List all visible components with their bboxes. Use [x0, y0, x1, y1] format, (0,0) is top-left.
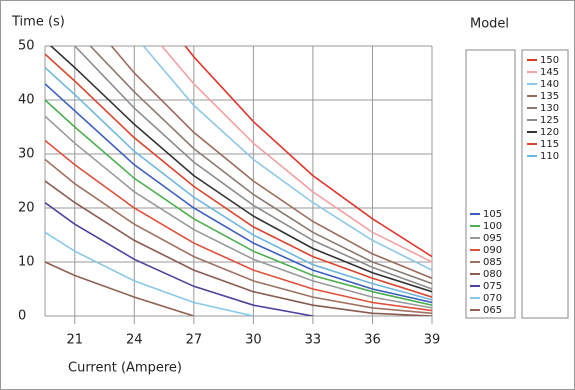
series-line	[45, 99, 432, 306]
series-line	[73, 46, 432, 290]
series-line	[49, 46, 432, 293]
legend-label: 080	[483, 269, 502, 280]
y-tick-label: 40	[18, 93, 35, 108]
series-line	[184, 46, 432, 258]
legend-label: 150	[540, 55, 559, 66]
series-line	[45, 139, 432, 312]
x-tick-label: 30	[245, 333, 262, 348]
y-tick-label: 10	[18, 255, 35, 270]
y-tick-label: 30	[18, 147, 35, 162]
series-line	[45, 53, 432, 298]
legend-title: Model	[470, 17, 509, 32]
x-tick-label: 36	[364, 333, 381, 348]
y-tick-label: 20	[18, 201, 35, 216]
legend-label: 065	[483, 305, 502, 316]
legend-label: 140	[540, 79, 559, 90]
legend-label: 120	[540, 127, 559, 138]
series-line	[45, 201, 314, 316]
series-line	[110, 46, 432, 279]
x-tick-label: 33	[305, 333, 322, 348]
legend-label: 070	[483, 293, 502, 304]
series-line	[45, 180, 432, 316]
legend-label: 135	[540, 91, 559, 102]
legend-label: 075	[483, 281, 502, 292]
legend-label: 085	[483, 257, 502, 268]
legend-label: 125	[540, 115, 559, 126]
x-tick-label: 24	[126, 333, 143, 348]
x-axis-label: Current (Ampere)	[68, 361, 182, 376]
plot-area	[45, 46, 432, 316]
legend-label: 095	[483, 233, 502, 244]
x-tick-label: 27	[186, 333, 203, 348]
legend-label: 090	[483, 245, 502, 256]
y-tick-label: 50	[18, 39, 35, 54]
legend-label: 145	[540, 67, 559, 78]
legend-label: 110	[540, 151, 559, 162]
legend-box	[465, 49, 516, 319]
series-line	[160, 46, 432, 263]
y-axis-label: Time (s)	[11, 15, 65, 30]
legend-label: 100	[483, 221, 502, 232]
y-tick-label: 0	[18, 309, 26, 324]
legend-label: 105	[483, 209, 502, 220]
x-tick-label: 21	[66, 333, 83, 348]
legend-label: 130	[540, 103, 559, 114]
legend-label: 115	[540, 139, 559, 150]
legend-box	[521, 49, 569, 319]
series-line	[89, 46, 432, 285]
x-tick-label: 39	[424, 333, 441, 348]
series-line	[45, 158, 432, 315]
legend: 1501451401351301251201151101051000950900…	[470, 55, 559, 316]
series-line	[45, 115, 432, 309]
series-line	[45, 67, 432, 301]
series-line	[45, 261, 195, 316]
series-line	[45, 231, 254, 316]
series-line	[142, 46, 432, 271]
series-line	[45, 83, 432, 304]
